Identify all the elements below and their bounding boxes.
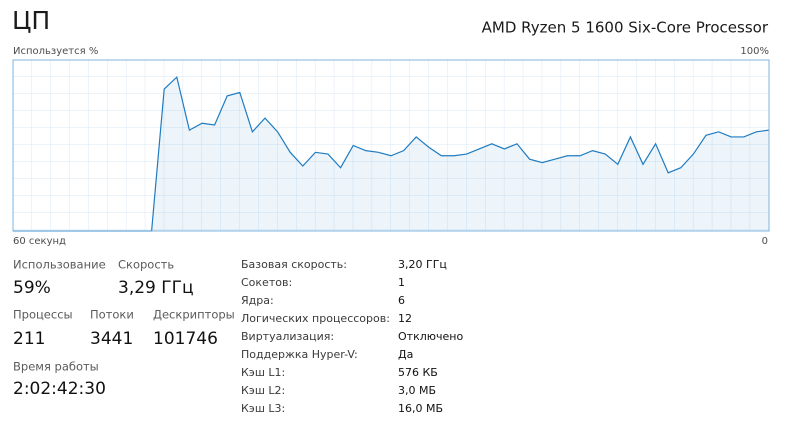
detail-label: Ядра:	[241, 294, 274, 307]
y-tick-label: 100%	[740, 46, 769, 57]
detail-value: 576 КБ	[398, 366, 438, 379]
detail-value: 6	[398, 294, 405, 307]
detail-value: Отключено	[398, 330, 463, 343]
detail-value: 12	[398, 312, 412, 325]
detail-value: 16,0 МБ	[398, 402, 443, 415]
stat-label: Потоки	[90, 308, 134, 322]
detail-label: Кэш L1:	[241, 366, 285, 379]
detail-label: Виртуализация:	[241, 330, 334, 343]
detail-label: Логических процессоров:	[241, 312, 390, 325]
detail-label: Кэш L3:	[241, 402, 285, 415]
detail-value: Да	[398, 348, 413, 361]
processor: AMD Ryzen 5 1600 Six-Core Processor	[482, 19, 769, 37]
stat-label: Время работы	[13, 360, 99, 374]
area-fill	[13, 77, 769, 231]
stat-value: 211	[13, 329, 45, 349]
plot-grid	[13, 60, 769, 231]
stat-value: 3,29 ГГц	[118, 278, 194, 298]
stat-label: Дескрипторы	[153, 308, 235, 322]
detail-label: Кэш L2:	[241, 384, 285, 397]
detail-value: 1	[398, 276, 405, 289]
stat-label: Скорость	[118, 258, 174, 272]
detail-label: Сокетов:	[241, 276, 292, 289]
stat-value: 3441	[90, 329, 133, 349]
stat-value: 101746	[153, 329, 218, 349]
x-tick-label: 0	[762, 236, 768, 247]
stat-value: 2:02:42:30	[13, 379, 106, 399]
detail-value: 3,20 ГГц	[398, 258, 447, 271]
y-label: Используется %	[13, 46, 98, 57]
stat-label: Использование	[13, 258, 106, 272]
stat-label: Процессы	[13, 308, 73, 322]
detail-value: 3,0 МБ	[398, 384, 436, 397]
detail-label: Поддержка Hyper-V:	[241, 348, 358, 361]
detail-label: Базовая скорость:	[241, 258, 347, 271]
plot-border	[12, 59, 770, 232]
stat-value: 59%	[13, 278, 51, 298]
title: ЦП	[12, 6, 50, 35]
x-tick-label: 60 секунд	[13, 236, 66, 247]
